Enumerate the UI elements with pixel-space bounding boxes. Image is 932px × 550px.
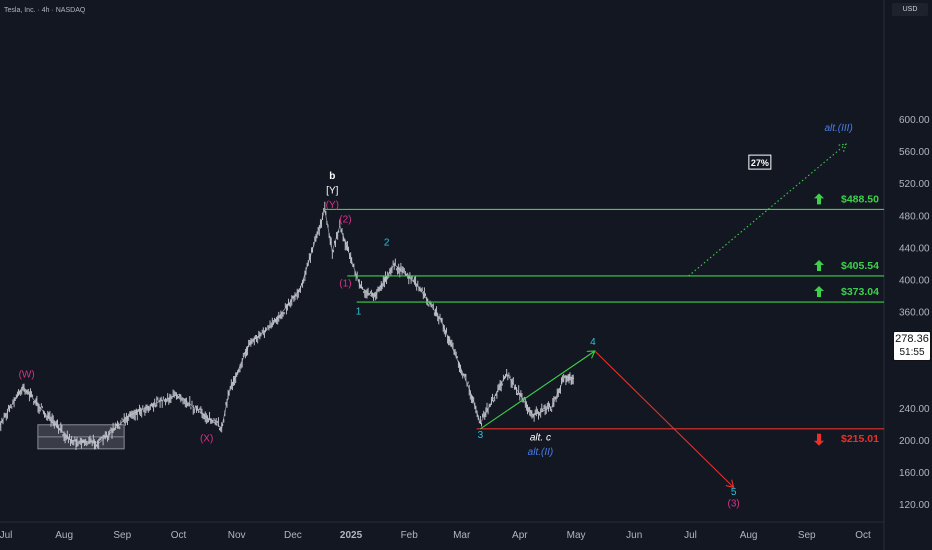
wave-label: (X) [200, 433, 213, 444]
y-tick-label: 240.00 [899, 404, 930, 415]
probability-label: 27% [751, 158, 769, 168]
y-tick-label: 520.00 [899, 179, 930, 190]
x-tick-label: Oct [855, 530, 871, 541]
bar-countdown: 51:55 [899, 347, 925, 358]
x-tick-label: Jun [626, 530, 642, 541]
x-tick-label: Sep [113, 530, 131, 541]
arrow-up-icon [814, 193, 824, 205]
level-label: $405.54 [841, 260, 879, 272]
y-tick-label: 120.00 [899, 500, 930, 511]
x-tick-label: Mar [453, 530, 471, 541]
symbol-label: Tesla, Inc. · 4h · NASDAQ [4, 7, 86, 14]
projection-line [594, 350, 734, 488]
x-tick-label: Dec [284, 530, 302, 541]
wave-label: 4 [590, 337, 596, 348]
wave-label: (W) [19, 369, 35, 380]
price-bars [0, 201, 574, 450]
wave-label: 1 [356, 307, 362, 318]
currency-label[interactable]: USD [892, 3, 928, 16]
x-tick-label: Jul [684, 530, 697, 541]
y-tick-label: 160.00 [899, 468, 930, 479]
wave-label: (3) [727, 498, 739, 509]
projection-arrowhead [838, 143, 847, 152]
x-tick-label: Sep [798, 530, 816, 541]
wave-label: (Y) [326, 200, 339, 211]
wave-label: 3 [478, 430, 484, 441]
level-label: $373.04 [841, 286, 879, 298]
last-price: 278.36 [895, 333, 929, 345]
projection-arrowhead [725, 479, 735, 489]
y-tick-label: 480.00 [899, 211, 930, 222]
x-tick-label: 2025 [340, 530, 363, 541]
y-tick-label: 440.00 [899, 243, 930, 254]
wave-label: 5 [731, 487, 737, 498]
x-tick-label: Jul [0, 530, 12, 541]
arrow-up-icon [814, 259, 824, 271]
wave-label: 2 [384, 238, 390, 249]
wave-label: (2) [339, 214, 351, 225]
arrow-down-icon [814, 433, 824, 446]
last-price-badge: 278.36 51:55 [893, 331, 931, 361]
x-tick-label: May [567, 530, 586, 541]
arrow-up-icon [814, 286, 824, 298]
probability-box [748, 154, 772, 170]
y-tick-label: 560.00 [899, 147, 930, 158]
projection-line [480, 350, 596, 430]
y-tick-label: 400.00 [899, 275, 930, 286]
x-tick-label: Nov [228, 530, 246, 541]
wave-label: alt.(III) [824, 123, 852, 134]
x-tick-label: Apr [512, 530, 528, 541]
x-tick-label: Feb [401, 530, 419, 541]
wave-label: (1) [339, 279, 351, 290]
y-tick-label: 200.00 [899, 436, 930, 447]
wave-label: alt.(II) [528, 447, 554, 458]
wave-label: [Y] [326, 186, 338, 197]
wave-label: b [329, 171, 335, 182]
x-tick-label: Aug [55, 530, 73, 541]
y-tick-label: 600.00 [899, 115, 930, 126]
level-label: $488.50 [841, 193, 879, 205]
x-tick-label: Aug [740, 530, 758, 541]
wave-label: alt. c [530, 433, 551, 444]
x-tick-label: Oct [171, 530, 187, 541]
y-tick-label: 360.00 [899, 308, 930, 319]
level-label: $215.01 [841, 433, 879, 445]
